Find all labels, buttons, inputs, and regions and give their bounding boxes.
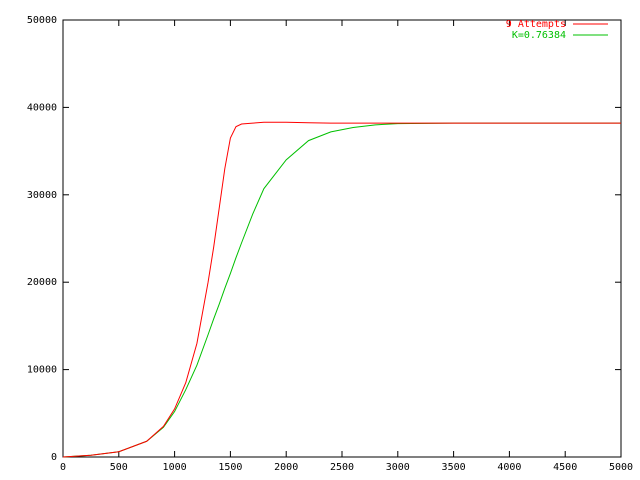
x-tick-label: 500 [110, 462, 128, 473]
y-tick-label: 20000 [27, 277, 57, 288]
y-tick-label: 30000 [27, 190, 57, 201]
y-tick-label: 40000 [27, 102, 57, 113]
y-tick-label: 50000 [27, 15, 57, 26]
x-tick-label: 2500 [330, 462, 354, 473]
x-tick-label: 4500 [553, 462, 577, 473]
legend-label: 9 Attempts [506, 19, 566, 30]
x-tick-label: 3500 [442, 462, 466, 473]
x-tick-label: 0 [60, 462, 66, 473]
y-tick-label: 10000 [27, 365, 57, 376]
plot-border [62, 19, 622, 458]
x-tick-label: 4000 [497, 462, 521, 473]
x-tick-label: 3000 [386, 462, 410, 473]
x-tick-label: 1500 [218, 462, 242, 473]
series-line [62, 121, 621, 458]
series-line [62, 122, 621, 458]
legend-label: K=0.76384 [512, 30, 566, 41]
x-tick-label: 5000 [609, 462, 633, 473]
x-tick-label: 1000 [163, 462, 187, 473]
x-tick-label: 2000 [274, 462, 298, 473]
y-tick-label: 0 [51, 452, 57, 463]
